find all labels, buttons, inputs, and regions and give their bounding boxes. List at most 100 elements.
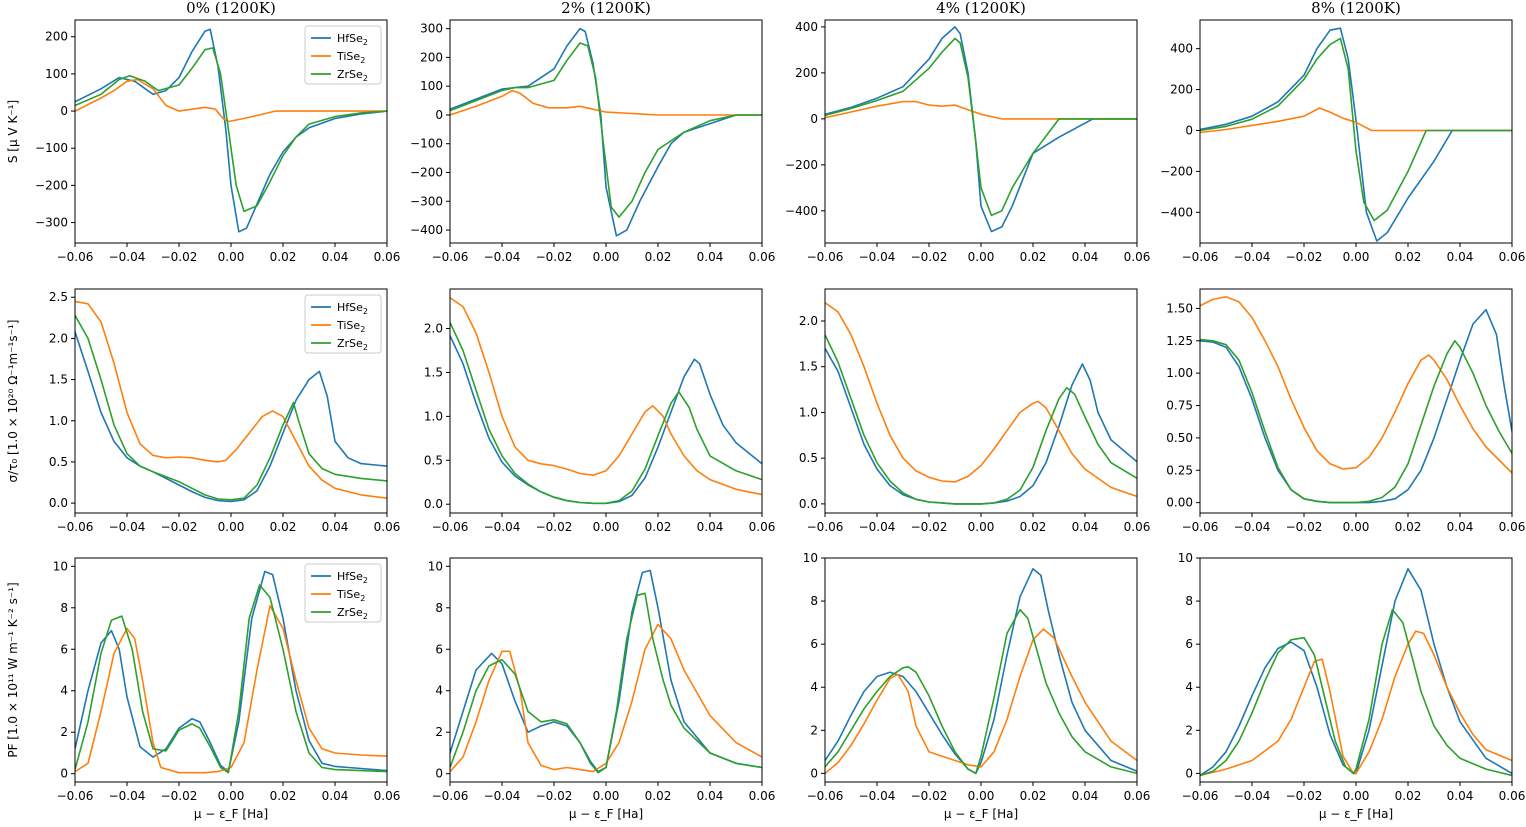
legend-box <box>304 25 382 85</box>
x-tick-label: 0.02 <box>270 520 297 534</box>
series-line-ZrSe2 <box>75 47 387 213</box>
x-tick-label: −0.04 <box>484 250 521 264</box>
y-tick-label: 0.0 <box>424 497 443 511</box>
row-ylabels: S [μ V K⁻¹] σ/τ₀ [1.0 × 10²⁰ Ω⁻¹m⁻¹s⁻¹] PF… <box>6 100 20 758</box>
x-tick-label: 0.04 <box>1447 789 1474 803</box>
series-line-TiSe2 <box>1200 630 1512 777</box>
y-tick-label: −300 <box>410 194 443 208</box>
x-tick-label: 0.06 <box>749 520 776 534</box>
y-tick-label: 1.5 <box>49 373 68 387</box>
x-tick-label: 0.06 <box>374 520 401 534</box>
x-tick-label: 0.04 <box>1072 789 1099 803</box>
legend-label-TiSe2: TiSe2 <box>336 50 365 65</box>
series-line-ZrSe2 <box>1200 338 1512 504</box>
legend-box <box>304 294 382 354</box>
legend-label-TiSe2: TiSe2 <box>336 588 365 603</box>
y-tick-label: 10 <box>428 559 443 573</box>
y-tick-label: −100 <box>35 141 68 155</box>
series-line-ZrSe2 <box>1200 608 1512 777</box>
y-tick-label: −400 <box>1160 205 1193 219</box>
column-title-0: 0% (1200K) <box>186 0 276 17</box>
y-tick-label: 1.25 <box>1166 334 1193 348</box>
x-tick-label: 0.04 <box>322 250 349 264</box>
y-tick-label: 2.0 <box>424 322 443 336</box>
series-line-ZrSe2 <box>825 37 1137 217</box>
x-tick-label: −0.04 <box>859 520 896 534</box>
series-line-HfSe2 <box>825 567 1137 775</box>
series-group <box>1200 567 1512 777</box>
x-tick-label: 0.04 <box>1447 520 1474 534</box>
series-line-TiSe2 <box>450 623 762 773</box>
y-tick-label: 400 <box>795 20 818 34</box>
x-tick-label: −0.04 <box>109 789 146 803</box>
y-tick-label: 2.0 <box>799 314 818 328</box>
x-tick-label: −0.04 <box>859 789 896 803</box>
series-group <box>450 27 762 237</box>
y-tick-label: −200 <box>410 166 443 180</box>
x-tick-label: 0.02 <box>1020 250 1047 264</box>
column-title-2: 4% (1200K) <box>936 0 1026 17</box>
x-tick-label: −0.06 <box>57 250 94 264</box>
y-tick-label: 200 <box>45 30 68 44</box>
row-ylabel-S: S [μ V K⁻¹] <box>6 100 20 163</box>
series-line-TiSe2 <box>1200 107 1512 134</box>
legend-box <box>304 563 382 623</box>
x-tick-label: 0.00 <box>968 250 995 264</box>
series-group <box>75 570 387 774</box>
panel-sigma-3: −0.06 −0.04 −0.02 0.00 0.02 0.04 0.06 0.00 0.25 0… <box>1166 288 1525 534</box>
series-group <box>825 567 1137 775</box>
y-tick-label: 0 <box>435 767 443 781</box>
y-tick-label: −200 <box>785 158 818 172</box>
x-tick-label: 0.00 <box>1343 250 1370 264</box>
panel-S-1: −0.06 −0.04 −0.02 0.00 0.02 0.04 0.06 −400 −300 −… <box>410 19 775 264</box>
series-line-HfSe2 <box>450 335 762 505</box>
y-tick-label: 2 <box>810 723 818 737</box>
x-tick-label: 0.00 <box>218 520 245 534</box>
series-group <box>450 569 762 774</box>
y-tick-label: 1.5 <box>424 365 443 379</box>
column-title-3: 8% (1200K) <box>1311 0 1401 17</box>
x-tick-label: 0.00 <box>968 789 995 803</box>
x-tick-label: 0.02 <box>1395 520 1422 534</box>
y-tick-label: 6 <box>810 637 818 651</box>
x-tick-label: 0.00 <box>218 250 245 264</box>
x-tick-label: −0.06 <box>57 520 94 534</box>
series-line-TiSe2 <box>825 628 1137 775</box>
y-tick-label: −300 <box>35 216 68 230</box>
legend: HfSe2 TiSe2 ZrSe2 <box>304 294 382 354</box>
legend-label-ZrSe2: ZrSe2 <box>337 606 368 621</box>
legend-label-ZrSe2: ZrSe2 <box>337 68 368 83</box>
y-tick-label: 8 <box>60 601 68 615</box>
legend: HfSe2 TiSe2 ZrSe2 <box>304 563 382 623</box>
y-tick-label: 10 <box>53 559 68 573</box>
series-group <box>825 26 1137 233</box>
y-tick-label: 100 <box>45 67 68 81</box>
x-tick-label: 0.04 <box>1072 250 1099 264</box>
x-axis-label: μ − ε_F [Ha] <box>194 807 268 821</box>
series-line-ZrSe2 <box>1200 37 1512 222</box>
series-group <box>825 302 1137 505</box>
legend-label-HfSe2: HfSe2 <box>337 570 368 585</box>
series-line-ZrSe2 <box>450 322 762 505</box>
series-line-TiSe2 <box>825 302 1137 498</box>
axes-frame <box>824 557 1138 783</box>
y-tick-label: 0.00 <box>1166 496 1193 510</box>
series-line-TiSe2 <box>75 300 387 499</box>
x-tick-label: −0.04 <box>484 520 521 534</box>
series-group <box>450 297 762 505</box>
x-tick-label: −0.06 <box>1182 250 1219 264</box>
x-tick-label: 0.04 <box>697 250 724 264</box>
y-tick-label: −200 <box>35 178 68 192</box>
y-tick-label: 4 <box>60 684 68 698</box>
panel-PF-0: −0.06 −0.04 −0.02 0.00 0.02 0.04 0.06 0 2 4 6 8 10 μ … <box>53 557 400 821</box>
series-line-ZrSe2 <box>75 584 387 774</box>
x-tick-label: −0.06 <box>432 789 469 803</box>
series-line-ZrSe2 <box>825 608 1137 775</box>
y-tick-label: 0.5 <box>424 453 443 467</box>
x-tick-label: 0.02 <box>645 789 672 803</box>
x-tick-label: −0.06 <box>807 520 844 534</box>
y-tick-label: 200 <box>795 66 818 80</box>
panel-S-0: −0.06 −0.04 −0.02 0.00 0.02 0.04 0.06 −300 −200 −… <box>35 19 400 264</box>
y-tick-label: 1.0 <box>799 405 818 419</box>
legend: HfSe2 TiSe2 ZrSe2 <box>304 25 382 85</box>
